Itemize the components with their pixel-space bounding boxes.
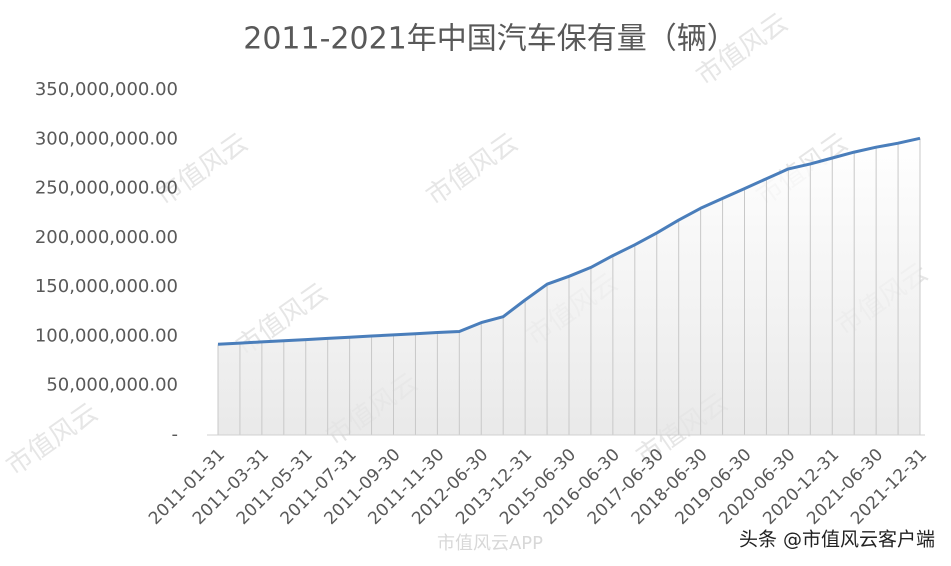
y-tick-label: - (172, 424, 179, 445)
watermark: 市值风云 (421, 128, 523, 212)
footer-source: 头条 @市值风云客户端 (739, 529, 935, 551)
y-tick-label: 300,000,000.00 (35, 128, 178, 149)
y-tick-label: 50,000,000.00 (46, 375, 178, 396)
chart-title: 2011-2021年中国汽车保有量（辆） (243, 22, 737, 57)
footer-watermark: 市值风云APP (437, 533, 543, 554)
y-tick-label: 100,000,000.00 (35, 325, 178, 346)
y-tick-label: 150,000,000.00 (35, 276, 178, 297)
y-tick-label: 200,000,000.00 (35, 227, 178, 248)
y-tick-label: 250,000,000.00 (35, 178, 178, 199)
y-tick-label: 350,000,000.00 (35, 79, 178, 100)
watermark: 市值风云 (1, 398, 103, 482)
line (217, 136, 921, 346)
